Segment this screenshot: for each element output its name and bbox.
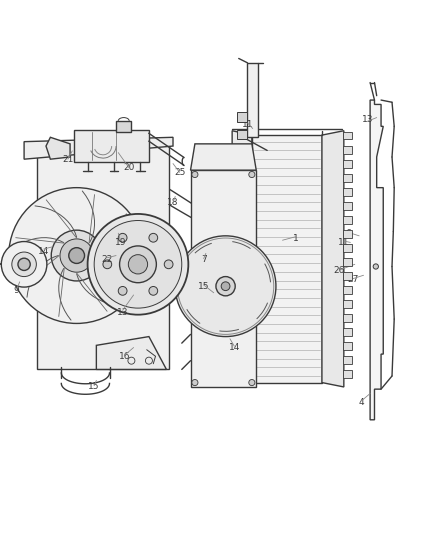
Bar: [343, 188, 352, 196]
Text: 19: 19: [115, 238, 126, 247]
Text: 16: 16: [119, 352, 131, 361]
Circle shape: [216, 329, 226, 340]
Text: 6: 6: [345, 229, 351, 238]
Circle shape: [94, 221, 182, 308]
Text: 13: 13: [362, 115, 374, 124]
Bar: [116, 121, 131, 132]
Bar: [343, 146, 352, 154]
Polygon shape: [232, 131, 252, 387]
Bar: [343, 258, 352, 266]
Bar: [343, 356, 352, 364]
Text: 11: 11: [242, 119, 253, 128]
Circle shape: [175, 236, 276, 336]
Text: 9: 9: [14, 286, 20, 295]
Bar: [343, 160, 352, 167]
Polygon shape: [191, 144, 256, 170]
Circle shape: [120, 246, 156, 282]
Bar: [343, 370, 352, 378]
Text: 14: 14: [229, 343, 240, 352]
Bar: [343, 314, 352, 322]
Bar: [343, 300, 352, 308]
Text: 26: 26: [334, 266, 345, 276]
Text: 18: 18: [167, 198, 179, 207]
Circle shape: [149, 233, 158, 242]
Bar: [237, 130, 247, 140]
Text: 27: 27: [347, 275, 358, 284]
Circle shape: [1, 241, 47, 287]
Bar: [343, 286, 352, 294]
Circle shape: [221, 282, 230, 290]
Circle shape: [216, 176, 226, 187]
Polygon shape: [322, 131, 344, 387]
Circle shape: [18, 258, 30, 270]
Text: 7: 7: [201, 255, 207, 264]
Circle shape: [164, 260, 173, 269]
Circle shape: [60, 239, 93, 272]
Polygon shape: [96, 336, 166, 369]
Text: 25: 25: [174, 168, 185, 177]
Polygon shape: [370, 100, 383, 420]
Bar: [343, 244, 352, 252]
Polygon shape: [74, 130, 149, 163]
Circle shape: [118, 286, 127, 295]
Text: 1: 1: [293, 233, 299, 243]
Polygon shape: [247, 63, 258, 138]
Circle shape: [249, 379, 255, 386]
Circle shape: [216, 356, 226, 366]
Polygon shape: [37, 142, 169, 369]
Polygon shape: [252, 135, 322, 383]
Bar: [343, 174, 352, 182]
Bar: [343, 230, 352, 238]
Text: 15: 15: [88, 383, 100, 391]
Polygon shape: [191, 170, 256, 387]
Text: 20: 20: [124, 164, 135, 173]
Circle shape: [118, 233, 127, 242]
Text: 21: 21: [62, 155, 74, 164]
Bar: [343, 132, 352, 140]
Text: 15: 15: [198, 282, 209, 290]
Circle shape: [373, 264, 378, 269]
Bar: [343, 216, 352, 224]
Circle shape: [149, 286, 158, 295]
Bar: [343, 272, 352, 280]
Bar: [237, 112, 247, 122]
Circle shape: [192, 172, 198, 177]
Circle shape: [128, 255, 148, 274]
Circle shape: [192, 379, 198, 386]
Circle shape: [9, 188, 145, 324]
Circle shape: [216, 277, 235, 296]
Text: 14: 14: [38, 247, 49, 256]
Text: 13: 13: [117, 308, 128, 317]
Text: 11: 11: [338, 238, 350, 247]
Polygon shape: [46, 138, 70, 159]
Circle shape: [51, 230, 102, 281]
Bar: [343, 328, 352, 336]
Circle shape: [249, 172, 255, 177]
Circle shape: [103, 260, 112, 269]
Circle shape: [12, 252, 36, 277]
Polygon shape: [24, 138, 173, 159]
Circle shape: [69, 248, 85, 263]
Bar: [343, 202, 352, 209]
Bar: [343, 342, 352, 350]
Circle shape: [216, 229, 226, 239]
Text: 4: 4: [359, 398, 364, 407]
Circle shape: [88, 214, 188, 314]
Text: 22: 22: [102, 255, 113, 264]
